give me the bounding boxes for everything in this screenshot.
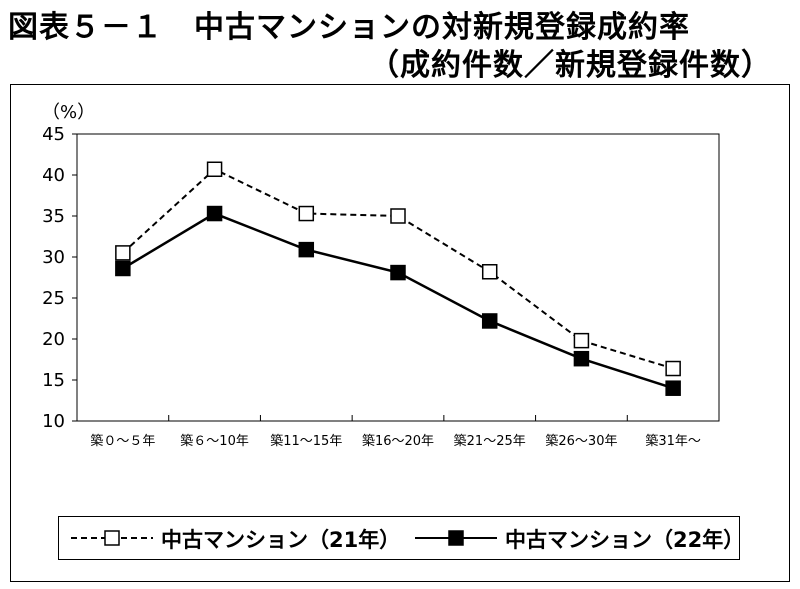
y-tick-label: 10 bbox=[42, 411, 65, 432]
y-tick-label: 45 bbox=[42, 124, 65, 145]
y-tick-label: 25 bbox=[42, 288, 65, 309]
plot-area bbox=[76, 133, 720, 422]
x-tick-label: 築11～15年 bbox=[270, 434, 342, 449]
data-point-series2 bbox=[481, 313, 498, 329]
y-tick-label: 20 bbox=[42, 329, 65, 350]
data-point-series1 bbox=[665, 360, 681, 377]
legend-marker-21 bbox=[71, 530, 153, 546]
series-line-2 bbox=[122, 212, 674, 390]
x-tick-label: 築21～25年 bbox=[454, 434, 526, 449]
x-tick-label: 築16～20年 bbox=[362, 434, 434, 449]
data-point-series1 bbox=[573, 332, 590, 349]
data-point-series2 bbox=[298, 241, 315, 258]
data-point-series2 bbox=[390, 264, 406, 281]
legend-label-22: 中古マンション（22年） bbox=[505, 528, 745, 552]
chart-frame bbox=[10, 84, 790, 582]
legend-label-21: 中古マンション（21年） bbox=[161, 528, 401, 552]
legend-marker-22 bbox=[415, 530, 497, 546]
x-tick-label: 築26～30年 bbox=[545, 434, 617, 449]
data-point-series2 bbox=[115, 260, 131, 277]
data-point-series1 bbox=[115, 245, 131, 261]
y-tick-label: 15 bbox=[42, 370, 65, 391]
y-tick-label: 40 bbox=[42, 165, 65, 186]
chart-subtitle: （成約件数／新規登録件数） bbox=[369, 48, 772, 83]
data-point-series1 bbox=[481, 264, 498, 280]
data-point-series2 bbox=[573, 350, 590, 367]
data-point-series1 bbox=[298, 205, 315, 222]
data-point-series1 bbox=[390, 208, 406, 224]
data-point-series1 bbox=[206, 161, 223, 178]
legend: 中古マンション（21年） 中古マンション（22年） bbox=[58, 516, 744, 560]
data-point-series2 bbox=[206, 205, 223, 222]
x-tick-label: 築31年～ bbox=[645, 434, 701, 449]
y-axis-unit-label: （%） bbox=[42, 102, 95, 123]
data-point-series2 bbox=[665, 380, 681, 396]
y-tick-label: 35 bbox=[42, 206, 65, 227]
y-tick-label: 30 bbox=[42, 247, 65, 268]
chart-title: 図表５－１ 中古マンションの対新規登録成約率 bbox=[8, 10, 690, 45]
x-tick-label: 築６～10年 bbox=[180, 434, 249, 449]
x-tick-label: 築０～５年 bbox=[90, 434, 155, 449]
